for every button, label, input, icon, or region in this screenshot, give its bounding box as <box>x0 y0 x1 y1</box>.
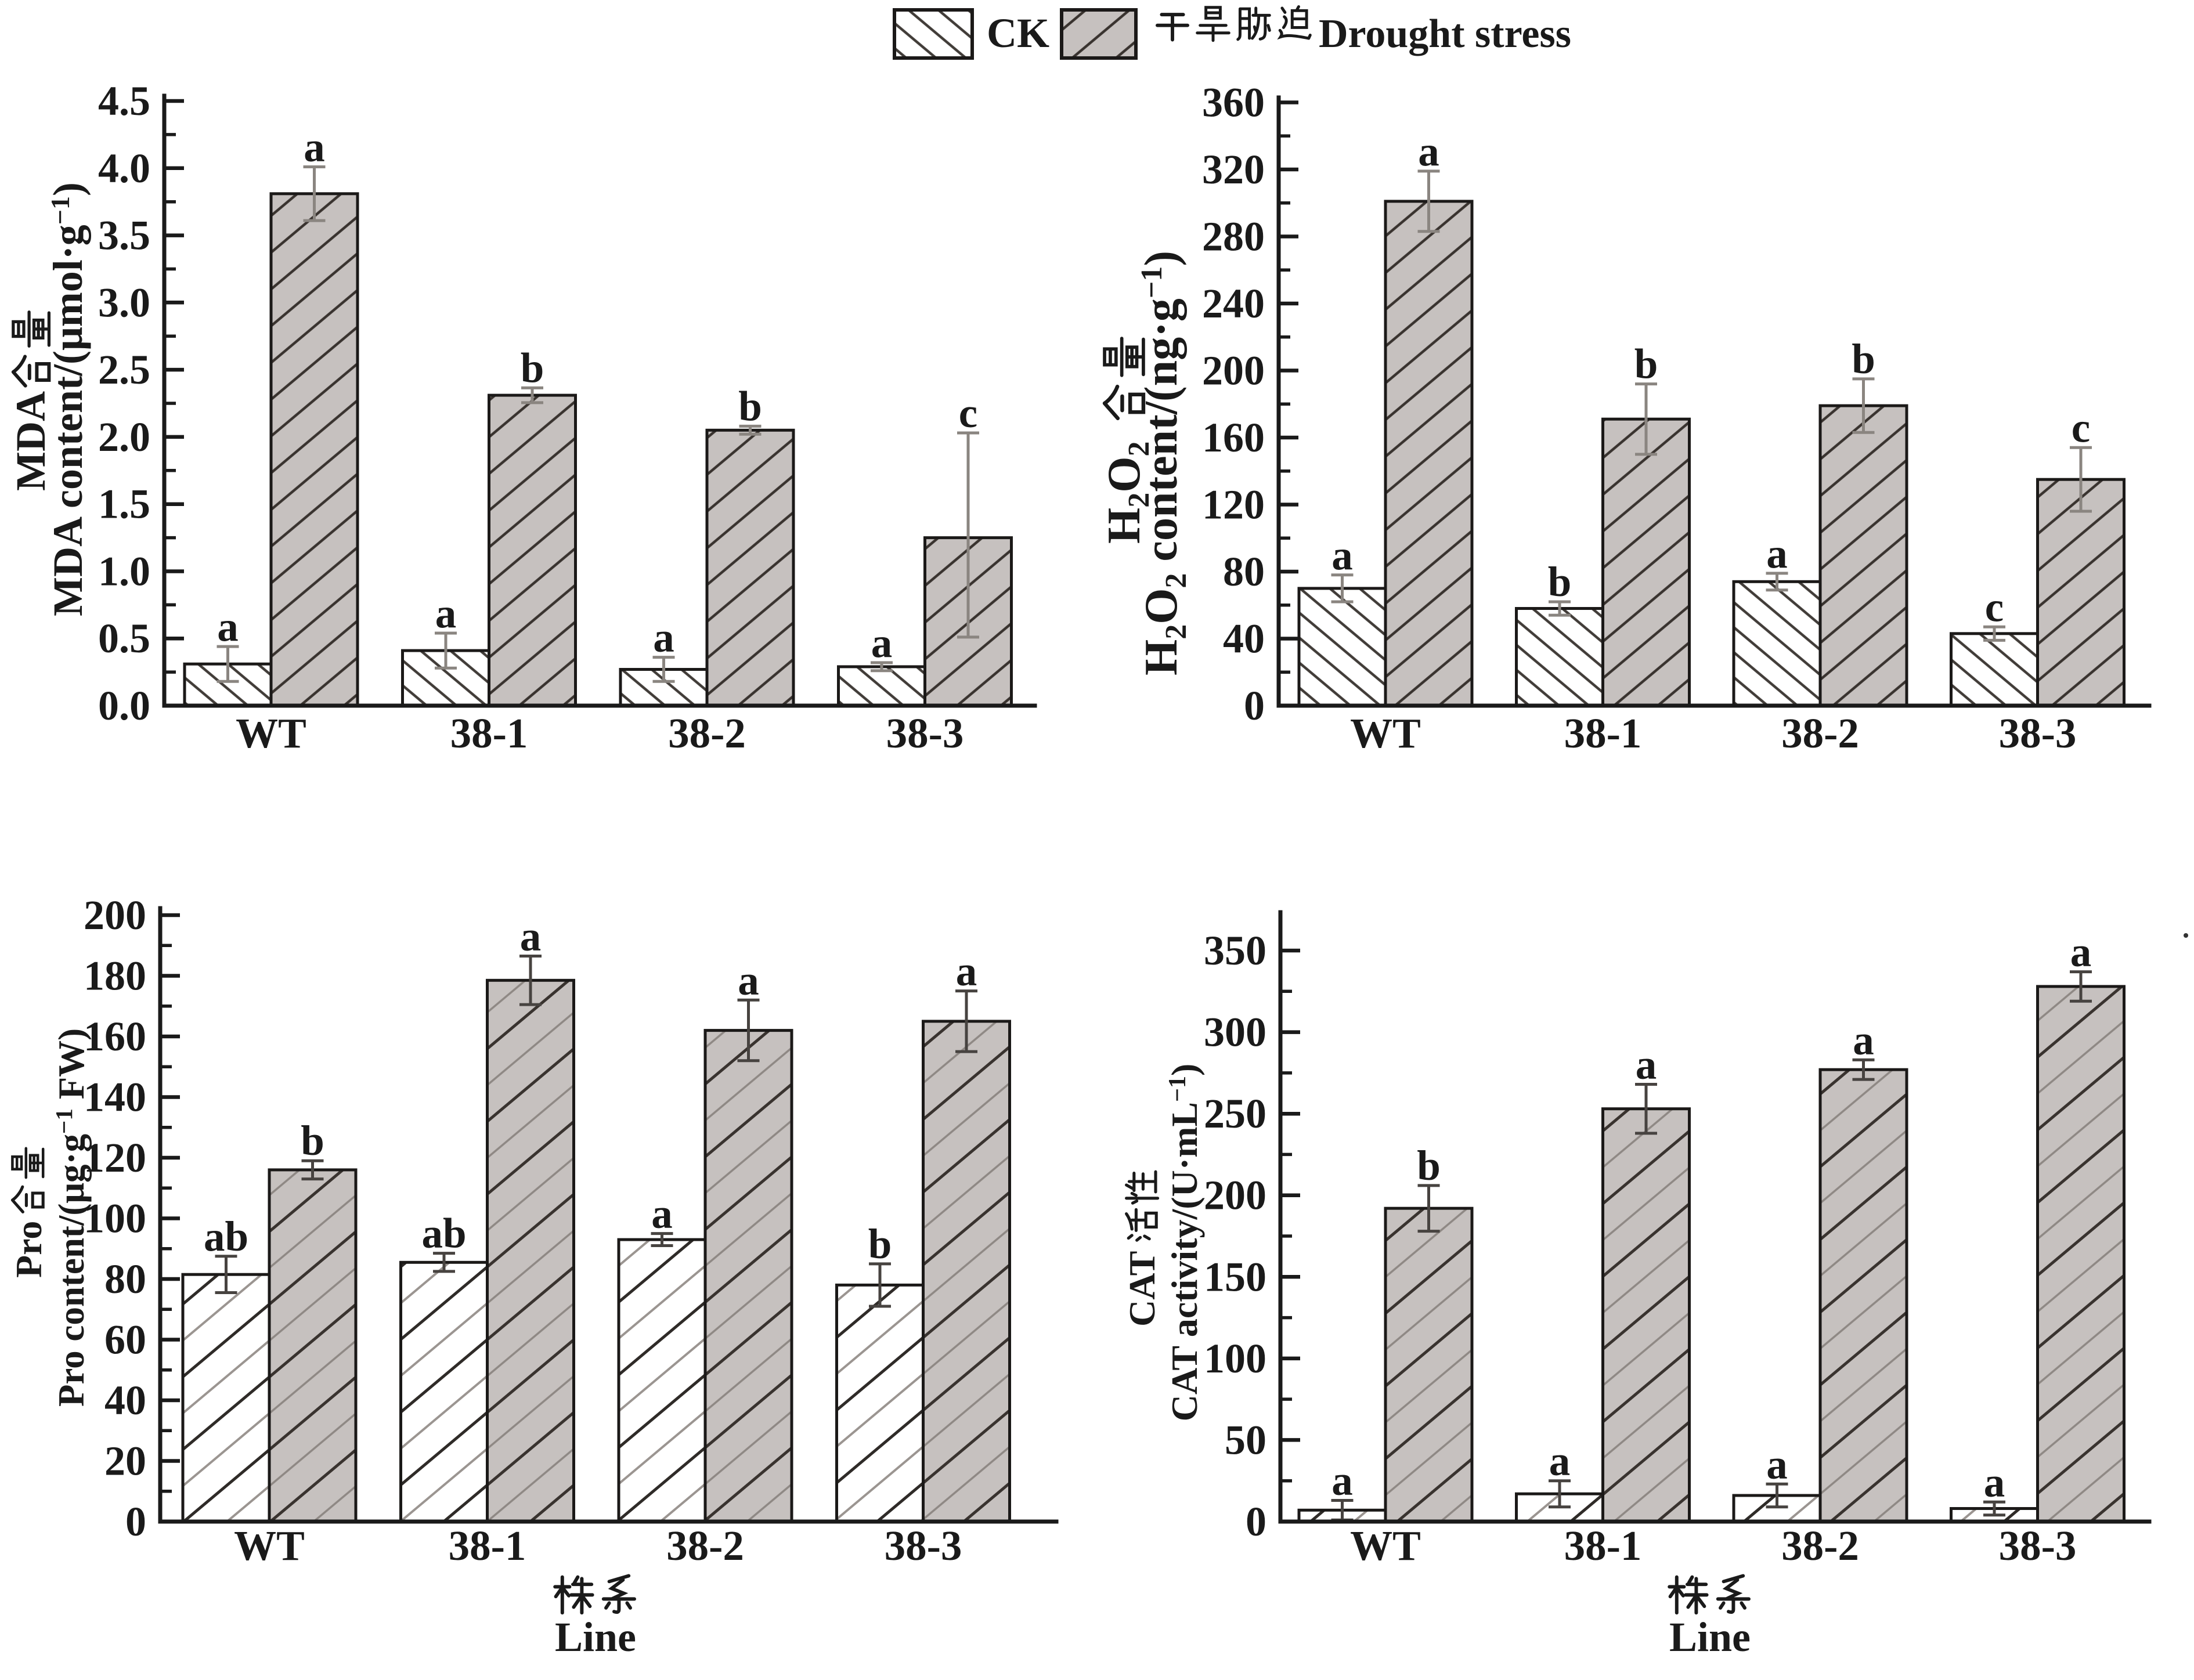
svg-text:38-1: 38-1 <box>450 710 528 757</box>
svg-text:a: a <box>520 913 542 960</box>
svg-text:a: a <box>1636 1041 1657 1088</box>
svg-text:80: 80 <box>1223 548 1265 595</box>
svg-text:280: 280 <box>1202 214 1265 260</box>
svg-text:ab: ab <box>204 1213 248 1260</box>
svg-text:b: b <box>1417 1142 1441 1189</box>
svg-text:160: 160 <box>84 1013 146 1060</box>
svg-text:40: 40 <box>104 1377 146 1424</box>
svg-text:b: b <box>868 1220 892 1267</box>
svg-text:WT: WT <box>1350 710 1421 757</box>
svg-text:2.0: 2.0 <box>98 414 150 460</box>
svg-text:160: 160 <box>1202 414 1265 461</box>
svg-text:a: a <box>304 124 325 171</box>
svg-text:MDA: MDA <box>8 391 54 491</box>
svg-text:100: 100 <box>84 1195 146 1242</box>
svg-text:350: 350 <box>1204 927 1266 974</box>
svg-text:Line: Line <box>1669 1614 1751 1660</box>
svg-text:3.5: 3.5 <box>98 212 150 259</box>
svg-text:38-2: 38-2 <box>1781 1522 1859 1569</box>
svg-text:38-3: 38-3 <box>886 710 964 757</box>
svg-text:200: 200 <box>1204 1172 1266 1219</box>
svg-text:b: b <box>1548 558 1572 605</box>
svg-text:38-2: 38-2 <box>668 710 746 757</box>
svg-text:38-3: 38-3 <box>885 1522 962 1569</box>
svg-text:100: 100 <box>1204 1335 1266 1382</box>
svg-text:a: a <box>956 948 977 995</box>
svg-text:200: 200 <box>84 892 146 938</box>
svg-text:WT: WT <box>1350 1522 1421 1569</box>
svg-text:0: 0 <box>1244 682 1265 729</box>
svg-text:4.0: 4.0 <box>98 145 150 192</box>
svg-text:38-3: 38-3 <box>1999 1522 2077 1569</box>
svg-text:Pro content/(μg·g−1 FW): Pro content/(μg·g−1 FW) <box>50 1028 92 1407</box>
svg-text:b: b <box>1634 341 1658 388</box>
svg-text:1.0: 1.0 <box>98 548 150 595</box>
svg-text:a: a <box>1418 128 1439 175</box>
svg-text:CAT: CAT <box>1121 1251 1163 1327</box>
svg-text:b: b <box>301 1117 324 1164</box>
svg-text:320: 320 <box>1202 146 1265 193</box>
svg-text:38-1: 38-1 <box>449 1522 526 1569</box>
svg-text:a: a <box>1853 1016 1874 1063</box>
svg-text:WT: WT <box>234 1522 305 1569</box>
svg-text:60: 60 <box>104 1317 146 1363</box>
svg-text:200: 200 <box>1202 348 1265 394</box>
svg-text:Pro: Pro <box>8 1221 49 1278</box>
svg-text:40: 40 <box>1223 616 1265 662</box>
svg-text:0: 0 <box>1246 1498 1266 1545</box>
svg-text:300: 300 <box>1204 1009 1266 1056</box>
svg-text:50: 50 <box>1225 1417 1266 1463</box>
svg-text:38-3: 38-3 <box>1999 710 2077 757</box>
svg-text:a: a <box>1984 1458 2005 1505</box>
svg-text:4.5: 4.5 <box>98 78 150 124</box>
svg-text:120: 120 <box>84 1135 146 1181</box>
svg-text:a: a <box>1766 530 1788 577</box>
svg-text:38-2: 38-2 <box>666 1522 744 1569</box>
svg-text:a: a <box>651 1190 673 1237</box>
svg-text:b: b <box>738 382 762 429</box>
svg-text:180: 180 <box>84 953 146 999</box>
svg-text:b: b <box>1852 335 1875 382</box>
svg-text:c: c <box>959 389 977 436</box>
svg-text:38-2: 38-2 <box>1781 710 1859 757</box>
svg-text:0.5: 0.5 <box>98 615 150 662</box>
svg-text:a: a <box>1331 1457 1353 1504</box>
svg-text:120: 120 <box>1202 482 1265 528</box>
svg-text:a: a <box>1331 532 1353 579</box>
svg-text:a: a <box>871 619 893 666</box>
svg-text:Line: Line <box>555 1614 636 1660</box>
svg-text:150: 150 <box>1204 1253 1266 1300</box>
svg-text:38-1: 38-1 <box>1564 1522 1642 1569</box>
svg-text:a: a <box>217 603 239 650</box>
svg-text:250: 250 <box>1204 1090 1266 1137</box>
svg-text:CAT activity/(U·mL−1): CAT activity/(U·mL−1) <box>1164 1064 1205 1422</box>
svg-text:c: c <box>1985 583 2004 630</box>
svg-text:CK: CK <box>987 10 1049 56</box>
svg-text:a: a <box>2070 928 2092 976</box>
svg-text:WT: WT <box>236 710 306 757</box>
svg-text:0: 0 <box>125 1498 146 1545</box>
svg-text:240: 240 <box>1202 280 1265 327</box>
svg-text:a: a <box>1766 1440 1788 1487</box>
svg-text:Drought stress: Drought stress <box>1319 12 1571 56</box>
svg-text:38-1: 38-1 <box>1564 710 1642 757</box>
svg-text:3.0: 3.0 <box>98 279 150 326</box>
svg-text:1.5: 1.5 <box>98 481 150 528</box>
svg-text:ab: ab <box>421 1210 466 1257</box>
svg-text:20: 20 <box>104 1438 146 1484</box>
svg-text:c: c <box>2072 404 2090 451</box>
svg-text:a: a <box>1549 1437 1571 1484</box>
svg-text:MDA content/(μmol·g−1): MDA content/(μmol·g−1) <box>45 182 91 616</box>
svg-text:H2O2 content/(ng·g−1): H2O2 content/(ng·g−1) <box>1135 251 1193 675</box>
svg-text:b: b <box>521 344 544 391</box>
svg-text:a: a <box>738 956 759 1003</box>
svg-text:360: 360 <box>1202 80 1265 126</box>
svg-text:140: 140 <box>84 1074 146 1121</box>
svg-text:a: a <box>435 590 457 637</box>
svg-text:H2O2: H2O2 <box>1099 442 1156 544</box>
svg-text:2.5: 2.5 <box>98 346 150 393</box>
svg-text:0.0: 0.0 <box>98 682 150 729</box>
svg-text:80: 80 <box>104 1256 146 1302</box>
svg-text:a: a <box>653 614 674 661</box>
